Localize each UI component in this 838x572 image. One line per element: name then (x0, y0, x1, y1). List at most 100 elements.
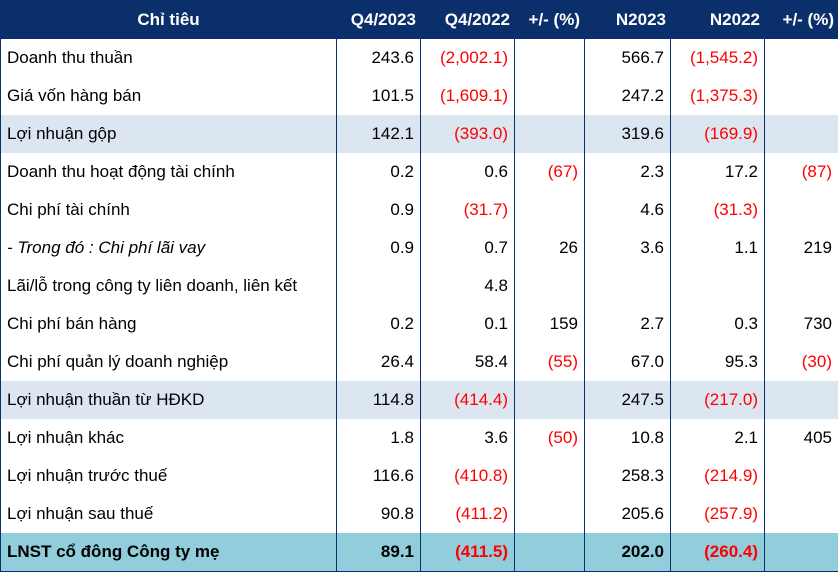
cell-q4-2023: 0.9 (336, 191, 421, 229)
cell-year-change (764, 77, 838, 115)
cell-q4-2022: (2,002.1) (420, 39, 515, 77)
header-quarter-change: +/- (%) (514, 0, 585, 39)
cell-quarter-change: 159 (514, 305, 585, 343)
table-row: Chi phí tài chính 0.9 (31.7) 4.6 (31.3) (0, 191, 838, 229)
table-row: Doanh thu hoạt động tài chính 0.2 0.6 (67) 2… (0, 153, 838, 191)
cell-q4-2022: (411.2) (420, 495, 515, 533)
cell-quarter-change: (55) (514, 343, 585, 381)
cell-n2023: 202.0 (584, 533, 671, 572)
header-indicator: Chỉ tiêu (0, 0, 337, 39)
table-body: Doanh thu thuần 243.6 (2,002.1) 566.7 (1,545… (0, 39, 838, 572)
cell-n2022: (217.0) (670, 381, 765, 419)
cell-quarter-change (514, 115, 585, 153)
cell-n2022: (260.4) (670, 533, 765, 572)
cell-n2022: (1,545.2) (670, 39, 765, 77)
table-row: Lợi nhuận trước thuế 116.6 (410.8) 258.3 (21… (0, 457, 838, 495)
cell-n2022 (670, 267, 765, 305)
row-label: Lợi nhuận sau thuế (0, 495, 337, 533)
cell-q4-2022: (393.0) (420, 115, 515, 153)
cell-quarter-change (514, 457, 585, 495)
cell-n2023: 10.8 (584, 419, 671, 457)
cell-n2022: 1.1 (670, 229, 765, 267)
cell-year-change (764, 381, 838, 419)
cell-n2022: 95.3 (670, 343, 765, 381)
cell-quarter-change (514, 77, 585, 115)
cell-quarter-change (514, 39, 585, 77)
cell-q4-2022: (410.8) (420, 457, 515, 495)
cell-year-change: 219 (764, 229, 838, 267)
cell-n2023: 2.3 (584, 153, 671, 191)
table-row: Chi phí bán hàng 0.2 0.1 159 2.7 0.3 730 (0, 305, 838, 343)
row-label: Giá vốn hàng bán (0, 77, 337, 115)
cell-q4-2022: 3.6 (420, 419, 515, 457)
cell-n2023: 247.5 (584, 381, 671, 419)
cell-year-change (764, 457, 838, 495)
cell-quarter-change: (50) (514, 419, 585, 457)
cell-q4-2023: 114.8 (336, 381, 421, 419)
cell-quarter-change: (67) (514, 153, 585, 191)
table-row: LNST cổ đông Công ty mẹ 89.1 (411.5) 202.0(… (0, 533, 838, 572)
cell-n2022: 2.1 (670, 419, 765, 457)
cell-n2023: 67.0 (584, 343, 671, 381)
cell-n2022: (31.3) (670, 191, 765, 229)
row-label: - Trong đó : Chi phí lãi vay (0, 229, 337, 267)
row-label: Chi phí tài chính (0, 191, 337, 229)
cell-n2023: 4.6 (584, 191, 671, 229)
cell-q4-2023: 142.1 (336, 115, 421, 153)
row-label: Lợi nhuận gộp (0, 115, 337, 153)
cell-n2022: (169.9) (670, 115, 765, 153)
cell-n2022: 0.3 (670, 305, 765, 343)
row-label: Chi phí bán hàng (0, 305, 337, 343)
cell-year-change: 405 (764, 419, 838, 457)
header-year-change: +/- (%) (764, 0, 838, 39)
cell-q4-2023: 0.2 (336, 153, 421, 191)
cell-q4-2023: 116.6 (336, 457, 421, 495)
cell-quarter-change: 26 (514, 229, 585, 267)
cell-q4-2022: (411.5) (420, 533, 515, 572)
cell-q4-2023: 89.1 (336, 533, 421, 572)
cell-q4-2022: (1,609.1) (420, 77, 515, 115)
cell-n2022: (214.9) (670, 457, 765, 495)
cell-q4-2022: 0.7 (420, 229, 515, 267)
row-label: Lợi nhuận thuần từ HĐKD (0, 381, 337, 419)
cell-n2023: 3.6 (584, 229, 671, 267)
cell-q4-2023 (336, 267, 421, 305)
cell-q4-2022: (414.4) (420, 381, 515, 419)
cell-year-change (764, 39, 838, 77)
header-n2023: N2023 (584, 0, 671, 39)
table-row: Doanh thu thuần 243.6 (2,002.1) 566.7 (1,545… (0, 39, 838, 77)
table-row: Lãi/lỗ trong công ty liên doanh, liên kế… (0, 267, 838, 305)
cell-quarter-change (514, 191, 585, 229)
cell-n2023: 319.6 (584, 115, 671, 153)
row-label: Chi phí quản lý doanh nghiệp (0, 343, 337, 381)
cell-year-change (764, 533, 838, 572)
cell-q4-2023: 101.5 (336, 77, 421, 115)
cell-q4-2022: 0.1 (420, 305, 515, 343)
cell-year-change (764, 267, 838, 305)
cell-year-change (764, 115, 838, 153)
cell-n2022: (1,375.3) (670, 77, 765, 115)
header-q4-2023: Q4/2023 (336, 0, 421, 39)
cell-n2022: (257.9) (670, 495, 765, 533)
row-label: Lợi nhuận trước thuế (0, 457, 337, 495)
row-label: Doanh thu thuần (0, 39, 337, 77)
cell-q4-2023: 90.8 (336, 495, 421, 533)
table-row: Lợi nhuận sau thuế 90.8 (411.2) 205.6 (257.9… (0, 495, 838, 533)
cell-year-change: (30) (764, 343, 838, 381)
cell-q4-2022: 4.8 (420, 267, 515, 305)
cell-quarter-change (514, 267, 585, 305)
cell-n2023: 566.7 (584, 39, 671, 77)
cell-q4-2022: 58.4 (420, 343, 515, 381)
table-row: Lợi nhuận khác 1.8 3.6 (50) 10.8 2.1 405 (0, 419, 838, 457)
row-label: Lợi nhuận khác (0, 419, 337, 457)
cell-q4-2022: (31.7) (420, 191, 515, 229)
cell-n2022: 17.2 (670, 153, 765, 191)
row-label: Doanh thu hoạt động tài chính (0, 153, 337, 191)
cell-quarter-change (514, 495, 585, 533)
table-header-row: Chỉ tiêu Q4/2023 Q4/2022 +/- (%) N2023 N… (0, 0, 838, 39)
cell-year-change: (87) (764, 153, 838, 191)
cell-year-change (764, 191, 838, 229)
cell-quarter-change (514, 533, 585, 572)
cell-n2023: 247.2 (584, 77, 671, 115)
